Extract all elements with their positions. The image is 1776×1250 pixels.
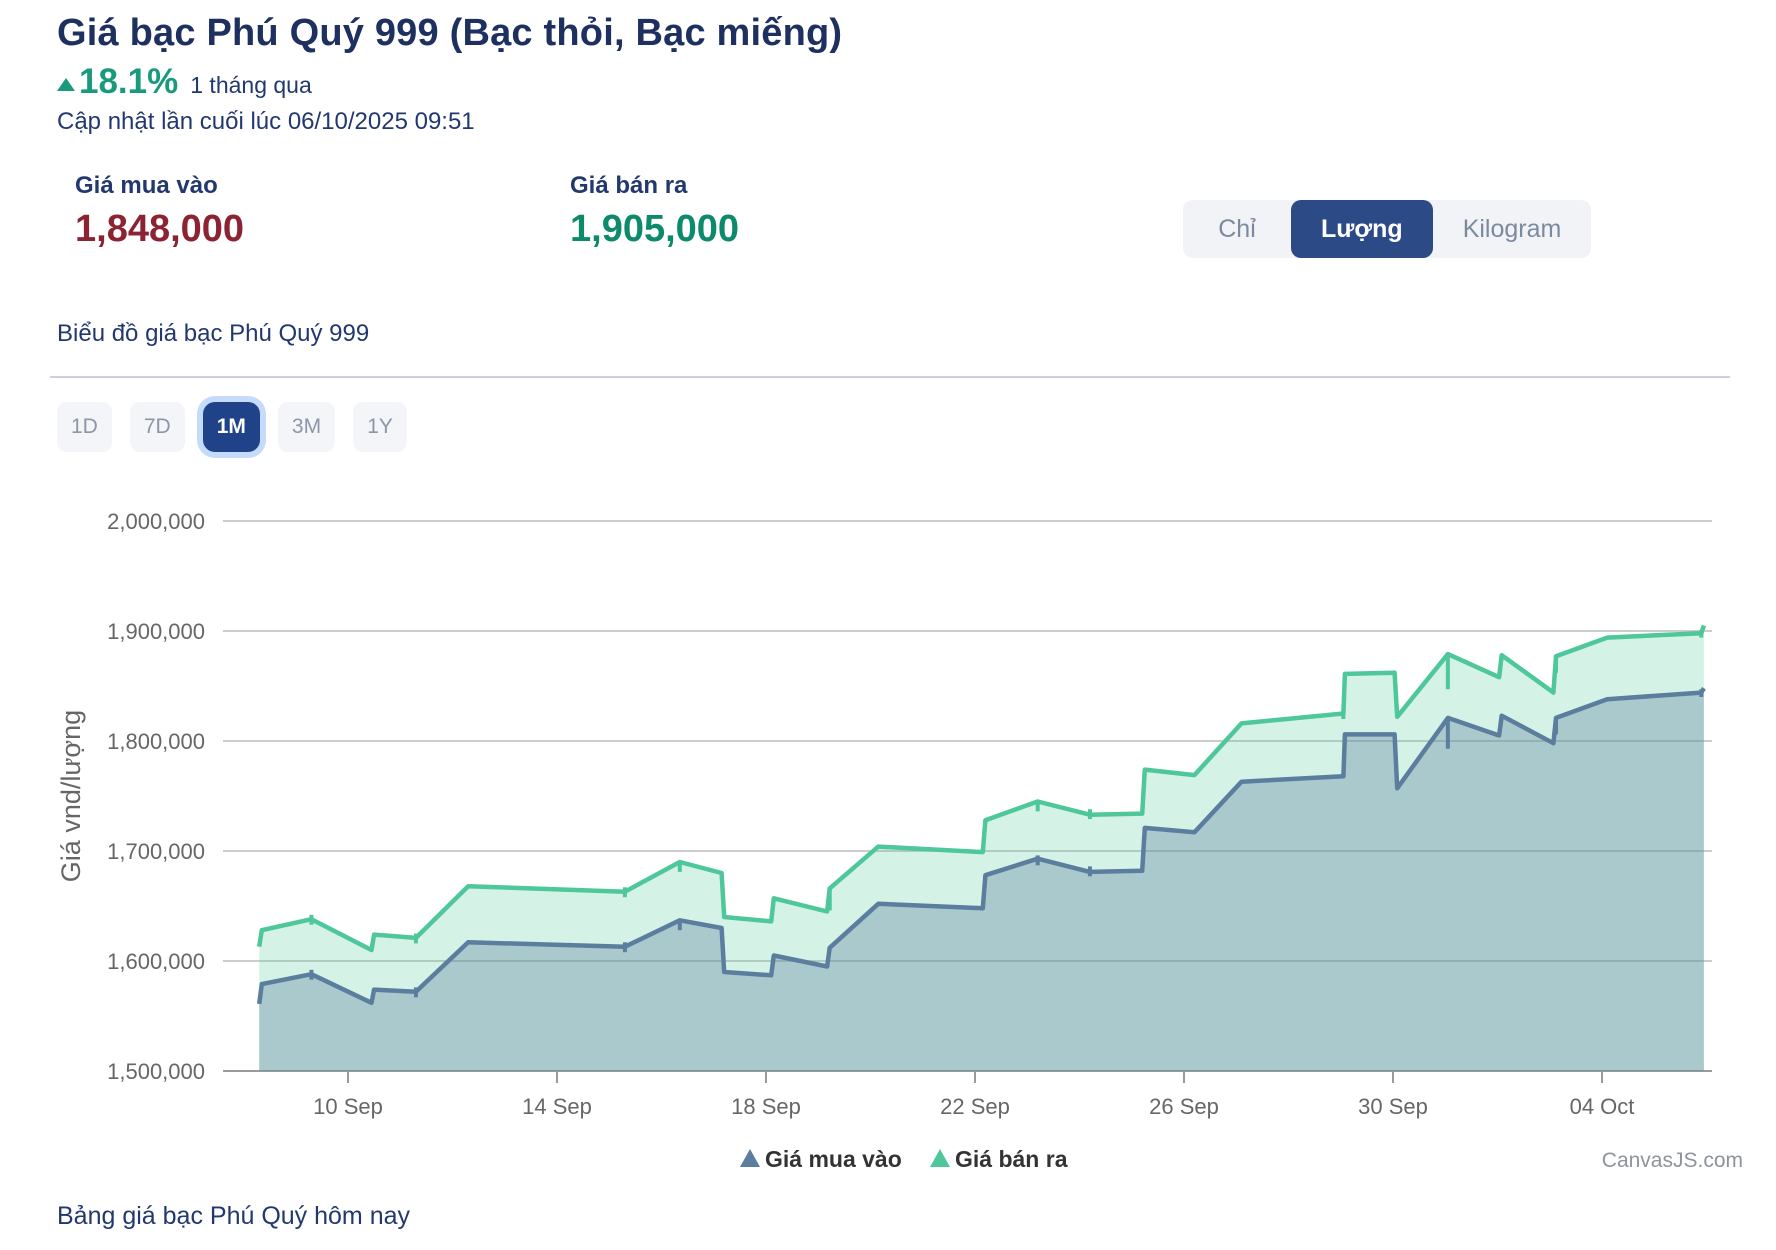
x-axis-label: 22 Sep: [940, 1094, 1010, 1119]
unit-option-chi[interactable]: Chỉ: [1183, 200, 1291, 258]
chart-section-title: Biểu đồ giá bạc Phú Quý 999: [57, 320, 370, 347]
sell-legend-marker-icon[interactable]: [930, 1149, 950, 1167]
divider: [50, 376, 1730, 378]
unit-option-luong[interactable]: Lượng: [1291, 200, 1433, 258]
sell-price-block: Giá bán ra 1,905,000: [570, 172, 739, 251]
sell-price-value: 1,905,000: [570, 208, 740, 250]
change-period: 1 tháng qua: [190, 72, 312, 98]
buy-area: [259, 688, 1704, 1071]
buy-price-label: Giá mua vào: [75, 172, 218, 199]
sell-price-label: Giá bán ra: [570, 172, 688, 199]
x-axis-label: 04 Oct: [1570, 1094, 1635, 1119]
buy-price-block: Giá mua vào 1,848,000: [75, 172, 244, 251]
range-toggle: 1D 7D 1M 3M 1Y: [57, 402, 408, 452]
change-percent: 18.1%: [79, 62, 179, 101]
buy-price-value: 1,848,000: [75, 208, 245, 250]
up-arrow-icon: [57, 77, 75, 91]
buy-legend-label[interactable]: Giá mua vào: [765, 1146, 902, 1172]
y-axis-label: 1,500,000: [107, 1059, 205, 1084]
x-axis-label: 26 Sep: [1149, 1094, 1219, 1119]
last-updated-text: Cập nhật lần cuối lúc 06/10/2025 09:51: [57, 108, 475, 135]
y-axis-label: 1,600,000: [107, 949, 205, 974]
x-axis-label: 14 Sep: [522, 1094, 592, 1119]
buy-line: [256, 687, 1706, 1006]
x-axis-label: 18 Sep: [731, 1094, 801, 1119]
range-3m[interactable]: 3M: [277, 402, 336, 452]
y-axis-label: 1,800,000: [107, 729, 205, 754]
x-axis-label: 10 Sep: [313, 1094, 383, 1119]
sell-legend-label[interactable]: Giá bán ra: [955, 1146, 1068, 1172]
range-1d[interactable]: 1D: [57, 402, 112, 452]
range-7d[interactable]: 7D: [129, 402, 185, 452]
y-axis-label: 1,700,000: [107, 839, 205, 864]
price-chart: 1,500,000 1,600,000 1,700,000 1,800,000 1,90…: [0, 430, 1776, 1200]
range-1y[interactable]: 1Y: [353, 402, 408, 452]
y-axis-label: 2,000,000: [107, 509, 205, 534]
buy-legend-marker-icon[interactable]: [740, 1149, 760, 1167]
x-axis-label: 30 Sep: [1358, 1094, 1428, 1119]
unit-toggle: Chỉ Lượng Kilogram: [1183, 200, 1592, 258]
range-1m[interactable]: 1M: [202, 402, 260, 452]
unit-option-kilogram[interactable]: Kilogram: [1432, 200, 1592, 258]
y-axis-label: 1,900,000: [107, 619, 205, 644]
y-axis-title: Giá vnd/lượng: [56, 710, 86, 882]
price-chart-svg: 1,500,000 1,600,000 1,700,000 1,800,000 1,90…: [56, 509, 1743, 1172]
page-title: Giá bạc Phú Quý 999 (Bạc thỏi, Bạc miếng…: [57, 12, 843, 54]
canvasjs-watermark-link[interactable]: CanvasJS.com: [1602, 1149, 1743, 1172]
change-row: 18.1% 1 tháng qua: [57, 62, 312, 102]
footer-link[interactable]: Bảng giá bạc Phú Quý hôm nay: [57, 1202, 411, 1230]
sell-line: [256, 624, 1707, 953]
